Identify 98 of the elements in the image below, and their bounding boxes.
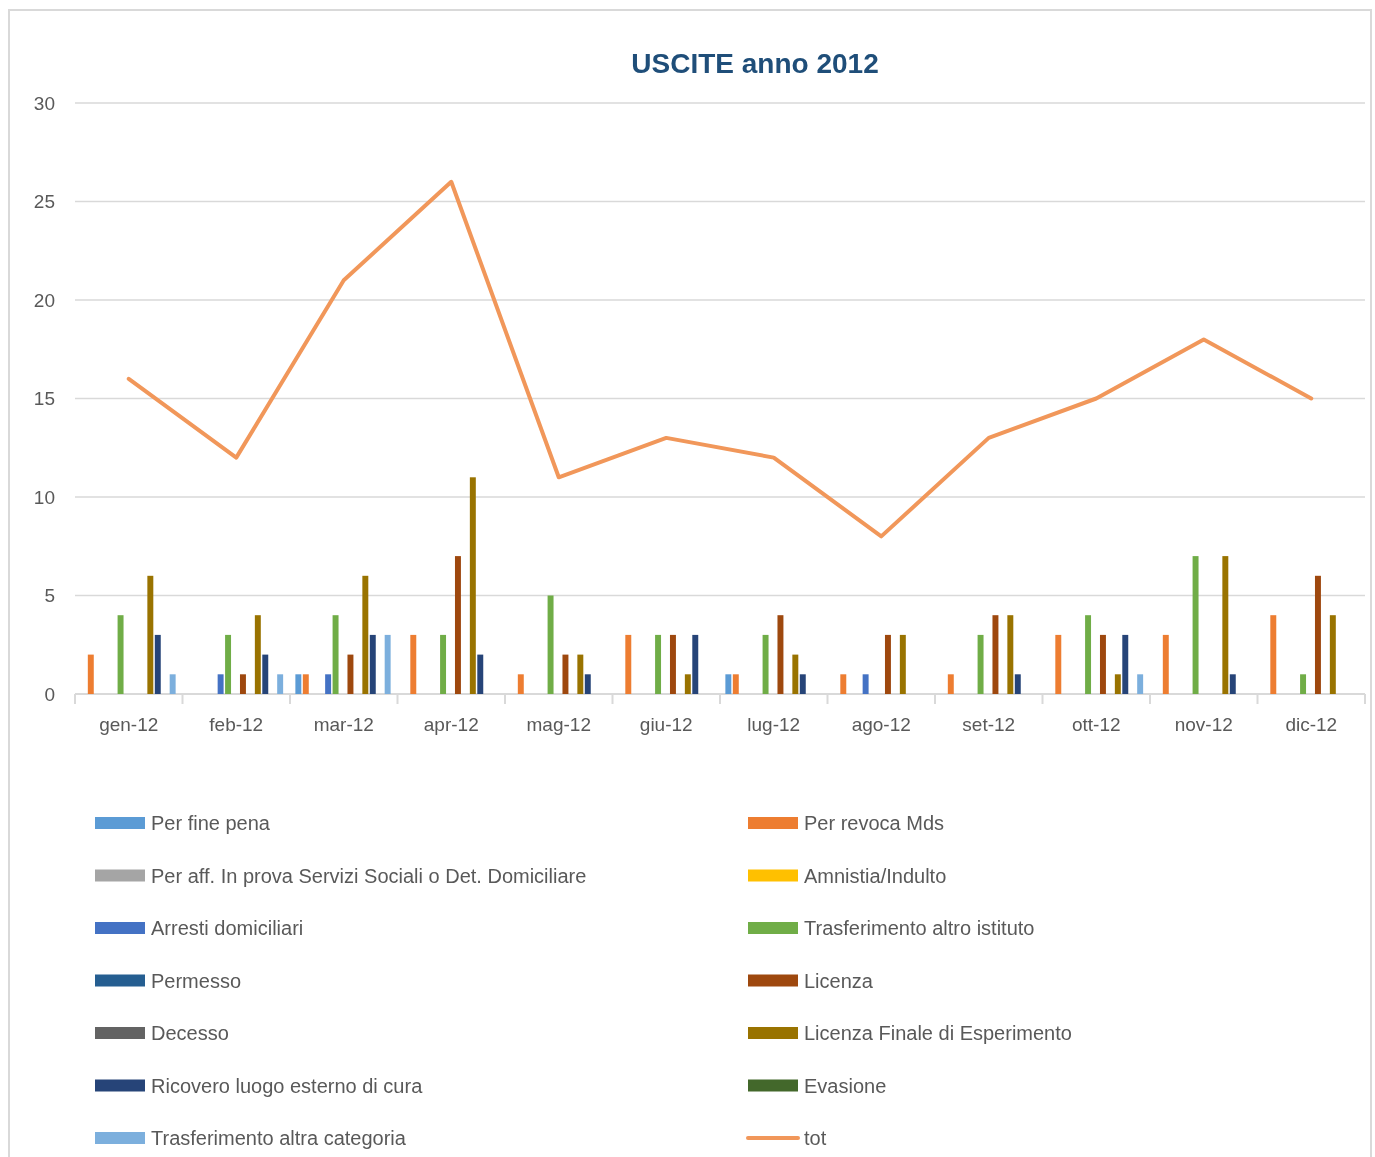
x-tick-label: gen-12 — [99, 714, 159, 735]
bar — [625, 634, 632, 694]
y-tick-label: 25 — [33, 191, 55, 213]
bar — [777, 615, 784, 694]
bar — [325, 674, 332, 694]
bar — [1162, 634, 1169, 694]
bar — [362, 575, 369, 694]
bar — [117, 615, 124, 694]
x-tick-label: dic-12 — [1285, 714, 1338, 735]
y-tick-label: 20 — [33, 289, 55, 311]
bar — [655, 634, 662, 694]
bar — [732, 674, 739, 694]
legend-label: Amnistia/Indulto — [804, 864, 947, 887]
bar — [947, 674, 954, 694]
bar — [1270, 615, 1277, 694]
x-tick-label: nov-12 — [1174, 714, 1233, 735]
bar — [862, 674, 869, 694]
legend-label: Decesso — [151, 1022, 229, 1044]
bar — [87, 654, 94, 694]
bar — [469, 477, 476, 694]
bar — [440, 634, 447, 694]
x-tick-label: ago-12 — [851, 714, 911, 735]
x-tick-label: apr-12 — [423, 714, 479, 735]
bar — [977, 634, 984, 694]
bar — [899, 634, 906, 694]
legend-label: Permesso — [151, 969, 242, 992]
bar — [792, 654, 799, 694]
y-tick-label: 5 — [44, 585, 55, 607]
y-tick-label: 10 — [33, 486, 55, 508]
legend-label: Licenza Finale di Esperimento — [804, 1022, 1072, 1044]
bar — [884, 634, 891, 694]
bar — [384, 634, 391, 694]
x-tick-label: giu-12 — [639, 714, 693, 735]
bar — [692, 634, 699, 694]
bar — [1122, 634, 1129, 694]
bar — [302, 674, 309, 694]
legend-label: Licenza — [804, 969, 874, 992]
x-tick-label: feb-12 — [209, 714, 264, 735]
y-tick-label: 15 — [33, 388, 55, 410]
bar — [1222, 556, 1229, 694]
legend-label: Per aff. In prova Servizi Sociali o Det. Domiciliare — [151, 864, 587, 887]
x-tick-label: mar-12 — [313, 714, 374, 735]
bar — [217, 674, 224, 694]
bar — [154, 634, 161, 694]
bar — [547, 595, 554, 694]
legend-label: Arresti domiciliari — [151, 917, 304, 939]
bar — [1007, 615, 1014, 694]
bar — [332, 615, 339, 694]
line-series — [126, 179, 1314, 539]
bar — [1114, 674, 1121, 694]
legend-label: Trasferimento altra categoria — [151, 1127, 407, 1149]
legend-label: Evasione — [804, 1074, 887, 1097]
bar — [1329, 615, 1336, 694]
y-tick-label: 30 — [33, 92, 55, 114]
x-tick-label: lug-12 — [747, 714, 801, 735]
x-tick-label: mag-12 — [526, 714, 591, 735]
bar — [1300, 674, 1307, 694]
bar — [1314, 575, 1321, 694]
bar — [799, 674, 806, 694]
bar — [684, 674, 691, 694]
bar — [577, 654, 584, 694]
bar — [1099, 634, 1106, 694]
bar — [347, 654, 354, 694]
bar — [1055, 634, 1062, 694]
x-tick-label: ott-12 — [1071, 714, 1121, 735]
legend-label: Ricovero luogo esterno di cura — [151, 1074, 424, 1097]
y-tick-label: 0 — [44, 683, 55, 705]
bar — [369, 634, 376, 694]
bar — [584, 674, 591, 694]
bar — [840, 674, 847, 694]
bar — [1085, 615, 1092, 694]
bar — [1014, 674, 1021, 694]
bar — [1137, 674, 1144, 694]
bar — [762, 634, 769, 694]
x-tick-label: set-12 — [962, 714, 1016, 735]
legend-label: Trasferimento altro istituto — [804, 917, 1035, 939]
bar — [295, 674, 302, 694]
legend-label: tot — [804, 1127, 827, 1149]
bar — [262, 654, 269, 694]
bar — [169, 674, 176, 694]
bar — [992, 615, 999, 694]
legend-label: Per fine pena — [151, 812, 271, 834]
bar — [669, 634, 676, 694]
bar — [477, 654, 484, 694]
bar — [147, 575, 154, 694]
bar — [454, 556, 461, 694]
chart-title: USCITE anno 2012 — [631, 48, 879, 79]
bar — [277, 674, 284, 694]
bar — [225, 634, 232, 694]
bar — [517, 674, 524, 694]
bar — [562, 654, 569, 694]
bar — [725, 674, 732, 694]
bar — [254, 615, 261, 694]
bar — [1192, 556, 1199, 694]
legend-label: Per revoca Mds — [804, 812, 945, 834]
bar — [410, 634, 417, 694]
bar — [239, 674, 246, 694]
bar — [1229, 674, 1236, 694]
